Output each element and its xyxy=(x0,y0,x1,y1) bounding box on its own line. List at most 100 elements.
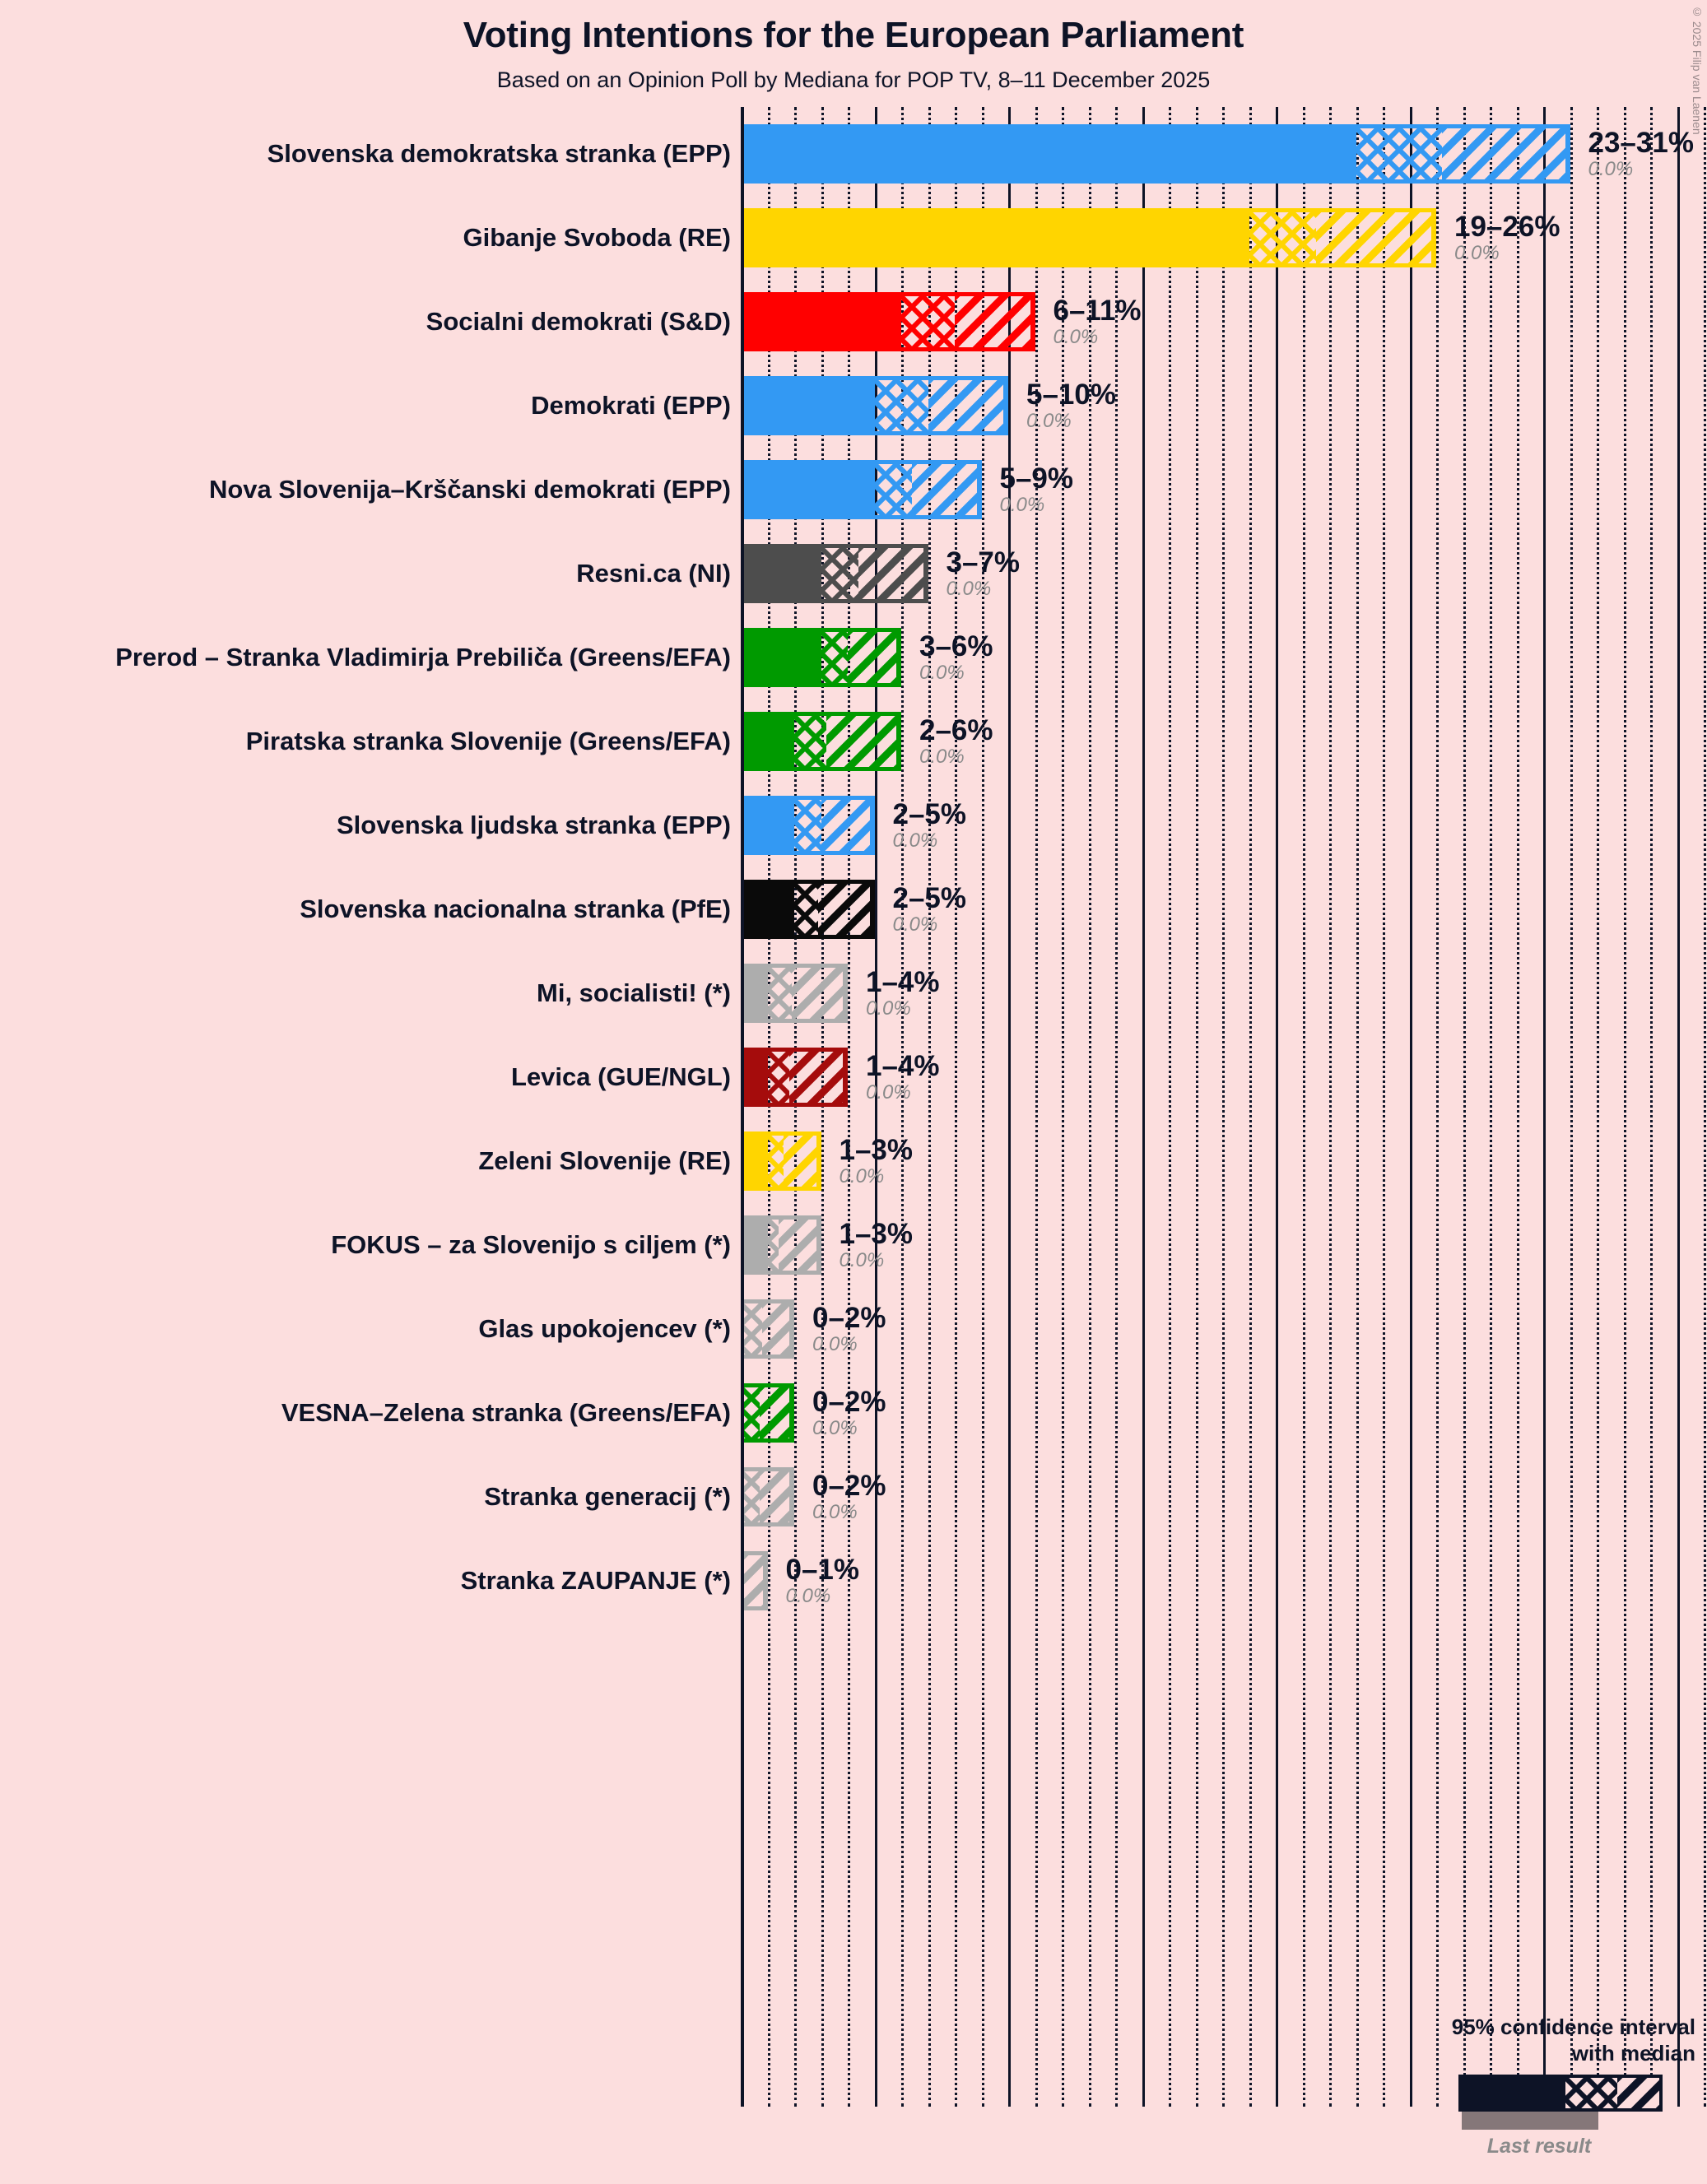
value-label-group: 2–5% 0.0% xyxy=(892,799,967,852)
bar-segment-diagonal xyxy=(759,1467,794,1526)
bar-segment-crosshatch xyxy=(821,628,848,687)
party-label: Stranka generacij (*) xyxy=(484,1482,731,1511)
value-label-group: 0–2% 0.0% xyxy=(812,1303,886,1355)
chart-row: Slovenska ljudska stranka (EPP) 2–5% 0.0% xyxy=(0,783,1707,867)
chart-row: Levica (GUE/NGL) 1–4% 0.0% xyxy=(0,1035,1707,1119)
bar-segment-diagonal xyxy=(1441,124,1570,184)
party-label: Socialni demokrati (S&D) xyxy=(426,307,731,336)
confidence-interval-bar xyxy=(741,628,901,687)
chart-row: Demokrati (EPP) 5–10% 0.0% xyxy=(0,364,1707,448)
confidence-interval-bar xyxy=(741,292,1035,351)
last-result-label: 0.0% xyxy=(919,661,965,684)
value-label-group: 6–11% 0.0% xyxy=(1053,295,1142,348)
value-label-group: 2–6% 0.0% xyxy=(919,714,993,768)
legend-line-2: with median xyxy=(1571,2040,1695,2066)
bar-segment-solid xyxy=(741,544,821,603)
last-result-label: 0.0% xyxy=(812,1332,858,1355)
last-result-label: 0.0% xyxy=(919,745,965,768)
value-label-group: 1–4% 0.0% xyxy=(866,1050,940,1104)
bar-segment-crosshatch xyxy=(794,880,819,939)
last-result-label: 0.0% xyxy=(1053,325,1099,348)
last-result-label: 0.0% xyxy=(839,1248,885,1271)
confidence-interval-bar xyxy=(741,712,901,771)
confidence-interval-bar xyxy=(741,376,1008,435)
bar-segment-diagonal xyxy=(791,964,848,1023)
confidence-interval-bar xyxy=(741,208,1436,267)
last-result-label: 0.0% xyxy=(892,829,938,852)
chart-row: Prerod – Stranka Vladimirja Prebiliča (G… xyxy=(0,616,1707,699)
confidence-interval-bar xyxy=(741,1467,794,1526)
bar-segment-solid xyxy=(741,880,794,939)
bar-segment-diagonal xyxy=(821,796,875,855)
bar-segment-diagonal xyxy=(955,292,1035,351)
bar-segment-diagonal xyxy=(762,1299,794,1359)
confidence-interval-bar xyxy=(741,124,1570,184)
bar-segment-solid xyxy=(741,292,901,351)
chart-row: Gibanje Svoboda (RE) 19–26% 0.0% xyxy=(0,196,1707,280)
chart-row: Zeleni Slovenije (RE) 1–3% 0.0% xyxy=(0,1119,1707,1203)
bar-segment-diagonal xyxy=(788,1048,848,1107)
bar-segment-solid xyxy=(741,460,875,519)
bar-segment-crosshatch xyxy=(767,1131,784,1191)
confidence-interval-bar xyxy=(741,544,928,603)
party-label: Mi, socialisti! (*) xyxy=(537,978,731,1007)
bar-segment-diagonal xyxy=(778,1215,821,1275)
bar-segment-crosshatch xyxy=(794,796,821,855)
chart-row: Slovenska nacionalna stranka (PfE) 2–5% 0.… xyxy=(0,867,1707,951)
party-label: VESNA–Zelena stranka (Greens/EFA) xyxy=(281,1398,731,1427)
chart-row: Piratska stranka Slovenije (Greens/EFA) 2… xyxy=(0,699,1707,783)
party-label: Glas upokojencev (*) xyxy=(478,1314,731,1343)
last-result-label: 0.0% xyxy=(999,493,1045,516)
value-range-label: 3–7% xyxy=(946,546,1021,579)
bar-segment-crosshatch xyxy=(767,1048,789,1107)
value-label-group: 5–9% 0.0% xyxy=(999,463,1074,516)
value-range-label: 2–6% xyxy=(919,714,993,747)
bar-segment-diagonal xyxy=(743,1551,768,1610)
chart-legend: 95% confidence interval with median Last… xyxy=(1383,2014,1695,2158)
last-result-label: 0.0% xyxy=(785,1584,831,1607)
value-label-group: 5–10% 0.0% xyxy=(1026,379,1116,431)
party-label: Nova Slovenija–Krščanski demokrati (EPP) xyxy=(208,475,731,504)
last-result-label: 0.0% xyxy=(1588,157,1634,180)
bar-segment-crosshatch xyxy=(874,376,928,435)
legend-last-result-swatch xyxy=(1462,2112,1598,2131)
value-range-label: 5–10% xyxy=(1026,379,1116,411)
party-label: Levica (GUE/NGL) xyxy=(511,1062,731,1091)
bar-segment-diagonal xyxy=(1315,208,1436,267)
chart-row: Slovenska demokratska stranka (EPP) 23–31… xyxy=(0,112,1707,196)
confidence-interval-bar xyxy=(741,964,848,1023)
value-range-label: 3–6% xyxy=(919,630,993,663)
value-label-group: 2–5% 0.0% xyxy=(892,883,967,936)
bar-segment-diagonal xyxy=(858,544,928,603)
bar-segment-solid xyxy=(741,1048,768,1107)
value-range-label: 0–2% xyxy=(812,1470,886,1503)
last-result-label: 0.0% xyxy=(946,577,992,600)
legend-crosshatch-segment xyxy=(1565,2078,1617,2109)
value-label-group: 3–6% 0.0% xyxy=(919,630,993,684)
chart-row: FOKUS – za Slovenijo s ciljem (*) 1–3% 0.0… xyxy=(0,1203,1707,1287)
last-result-label: 0.0% xyxy=(812,1416,858,1439)
bar-segment-solid xyxy=(741,628,821,687)
value-range-label: 0–1% xyxy=(785,1554,860,1587)
party-label: Piratska stranka Slovenije (Greens/EFA) xyxy=(245,727,731,755)
legend-diagonal-segment xyxy=(1617,2078,1659,2109)
bar-segment-crosshatch xyxy=(901,292,955,351)
value-label-group: 1–3% 0.0% xyxy=(840,1135,914,1187)
bar-segment-diagonal xyxy=(848,628,901,687)
last-result-label: 0.0% xyxy=(866,1080,911,1104)
chart-row: Stranka ZAUPANJE (*) 0–1% 0.0% xyxy=(0,1539,1707,1623)
value-range-label: 1–4% xyxy=(866,1050,940,1083)
bar-segment-solid xyxy=(741,1131,768,1191)
confidence-interval-bar xyxy=(741,1048,848,1107)
value-label-group: 1–3% 0.0% xyxy=(839,1219,914,1271)
legend-line-1: 95% confidence interval xyxy=(1451,2014,1695,2039)
confidence-interval-bar xyxy=(741,460,982,519)
chart-row: Glas upokojencev (*) 0–2% 0.0% xyxy=(0,1287,1707,1371)
party-label: Resni.ca (NI) xyxy=(576,559,731,588)
copyright-notice: © 2025 Filip van Laenen xyxy=(1691,5,1704,135)
value-label-group: 0–2% 0.0% xyxy=(812,1471,886,1522)
bar-segment-crosshatch xyxy=(821,544,858,603)
value-label-group: 23–31% 0.0% xyxy=(1588,128,1694,179)
last-result-label: 0.0% xyxy=(892,913,938,936)
bar-segment-solid xyxy=(741,964,768,1023)
